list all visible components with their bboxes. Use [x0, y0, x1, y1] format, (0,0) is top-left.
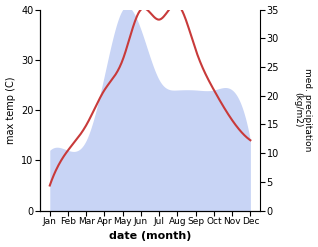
X-axis label: date (month): date (month) — [109, 231, 191, 242]
Y-axis label: max temp (C): max temp (C) — [5, 76, 16, 144]
Y-axis label: med. precipitation
(kg/m2): med. precipitation (kg/m2) — [293, 68, 313, 152]
